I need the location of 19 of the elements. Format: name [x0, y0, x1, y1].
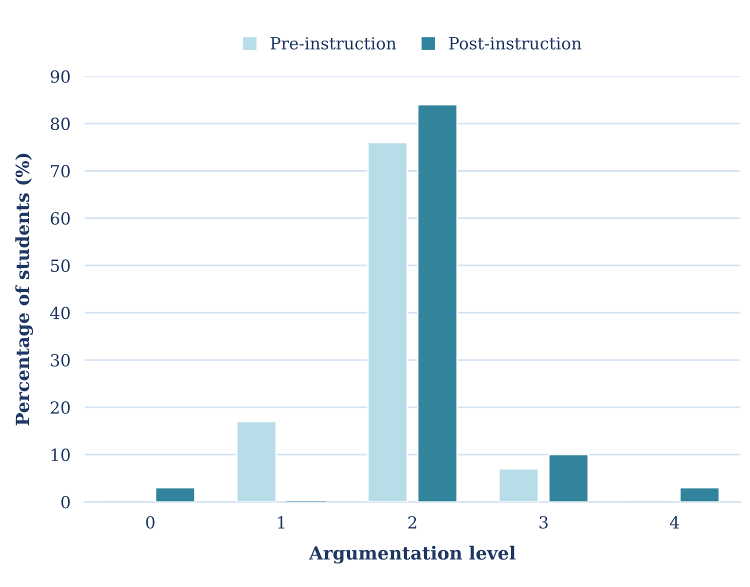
y-tick-label: 80 [50, 118, 70, 130]
y-tick-label: 0 [61, 496, 70, 508]
y-tick-label: 20 [50, 401, 70, 414]
x-tick-label: 3 [540, 516, 548, 529]
x-tick-label: 2 [408, 516, 416, 528]
y-tick-label: 40 [50, 306, 70, 320]
legend-label: Pre-instruction [270, 37, 396, 50]
x-tick-label: 1 [278, 516, 284, 528]
y-tick-label: 60 [50, 212, 70, 225]
y-axis-title: Percentage of students (%) [15, 154, 33, 426]
y-tick-label: 70 [51, 164, 70, 178]
legend-label: Post-instruction [449, 37, 582, 50]
y-tick-label: 90 [50, 70, 70, 83]
x-tick-label: 4 [670, 516, 680, 528]
x-tick-label: 0 [146, 516, 154, 529]
y-tick-label: 50 [51, 259, 70, 272]
y-tick-label: 10 [52, 448, 70, 462]
x-axis-title: Argumentation level [308, 546, 516, 564]
y-tick-label: 30 [50, 354, 70, 367]
